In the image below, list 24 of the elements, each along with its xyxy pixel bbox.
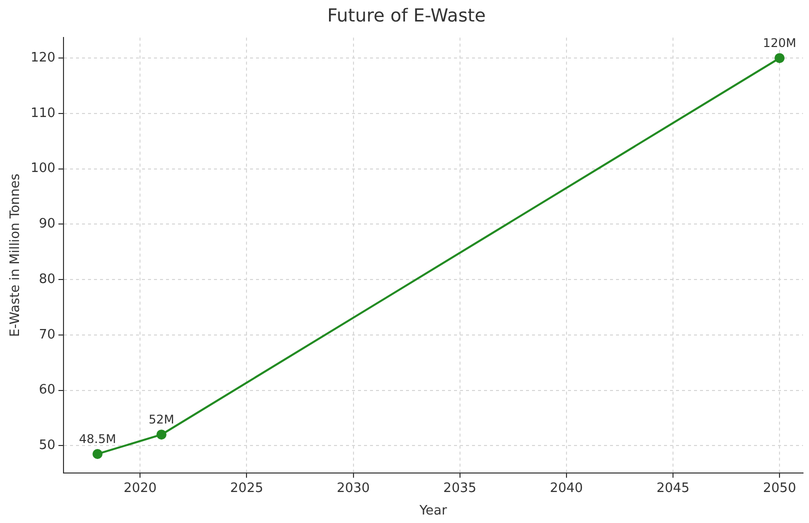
y-axis-title: E-Waste in Million Tonnes bbox=[8, 173, 24, 337]
data-label: 48.5M bbox=[78, 432, 116, 446]
point bbox=[774, 53, 785, 64]
y-tick-label: 110 bbox=[30, 106, 56, 121]
x-tick-label: 2025 bbox=[230, 480, 264, 496]
y-tick-label: 50 bbox=[38, 438, 56, 454]
chart-title: Future of E-Waste bbox=[327, 5, 486, 26]
y-tick-label: 70 bbox=[38, 327, 56, 342]
x-tick-label: 2030 bbox=[336, 480, 370, 496]
y-tick-label: 100 bbox=[30, 161, 56, 176]
x-tick-label: 2020 bbox=[124, 480, 157, 496]
y-tick-label: 90 bbox=[38, 216, 56, 232]
y-tick-label: 60 bbox=[38, 382, 56, 398]
y-tick-label: 120 bbox=[30, 50, 56, 66]
y-tick-label: 80 bbox=[38, 272, 56, 287]
point bbox=[156, 430, 166, 440]
x-axis-title: Year bbox=[418, 504, 448, 519]
x-tick-label: 2045 bbox=[656, 480, 690, 496]
x-tick-label: 2040 bbox=[550, 480, 583, 496]
data-label: 120M bbox=[762, 36, 796, 50]
x-tick-label: 2050 bbox=[763, 480, 796, 496]
point bbox=[92, 448, 103, 459]
x-tick-label: 2035 bbox=[443, 480, 476, 496]
data-label: 52M bbox=[148, 412, 174, 427]
